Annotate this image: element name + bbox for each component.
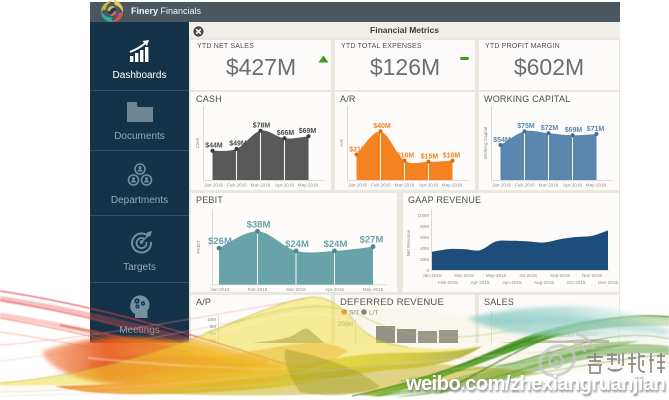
svg-text:$69M: $69M <box>299 128 317 135</box>
svg-text:$66M: $66M <box>277 130 295 137</box>
svg-text:$16M: $16M <box>397 152 415 159</box>
svg-text:Mar-2016: Mar-2016 <box>251 183 271 188</box>
svg-text:40M: 40M <box>420 246 429 251</box>
svg-text:Mar-2016: Mar-2016 <box>539 183 559 188</box>
svg-text:10M: 10M <box>207 317 216 322</box>
svg-text:$75M: $75M <box>517 123 535 130</box>
svg-text:$49M: $49M <box>229 141 247 148</box>
svg-text:$54M: $54M <box>493 137 511 144</box>
svg-text:May-2016: May-2016 <box>586 183 607 188</box>
svg-text:Jan-2016: Jan-2016 <box>204 183 224 188</box>
svg-text:Feb-2016: Feb-2016 <box>248 287 268 292</box>
svg-text:$21M: $21M <box>349 146 367 153</box>
svg-text:$27M: $27M <box>360 235 384 246</box>
svg-text:$15M: $15M <box>421 154 439 161</box>
svg-text:May-2016: May-2016 <box>442 183 463 188</box>
svg-text:$24M: $24M <box>285 239 309 250</box>
svg-text:Cash: Cash <box>195 137 200 148</box>
svg-text:Apr-2016: Apr-2016 <box>419 183 438 188</box>
svg-text:80M: 80M <box>420 224 429 229</box>
svg-text:Nov-2015: Nov-2015 <box>582 273 602 278</box>
svg-text:$38M: $38M <box>247 219 271 230</box>
svg-text:Mar-2016: Mar-2016 <box>286 287 306 292</box>
svg-text:Jan-2016: Jan-2016 <box>492 183 512 188</box>
svg-text:Jan-2015: Jan-2015 <box>422 273 442 278</box>
svg-text:20M: 20M <box>420 257 429 262</box>
svg-text:Feb-2015: Feb-2015 <box>438 280 458 285</box>
svg-text:$26M: $26M <box>208 236 232 247</box>
svg-text:$69M: $69M <box>565 127 583 134</box>
svg-text:Aug-2015: Aug-2015 <box>534 280 554 285</box>
svg-text:Feb-2016: Feb-2016 <box>371 183 391 188</box>
svg-text:Jun-2015: Jun-2015 <box>502 280 522 285</box>
svg-text:$16M: $16M <box>443 152 461 159</box>
svg-text:Dec-2015: Dec-2015 <box>598 280 618 285</box>
svg-text:May-2016: May-2016 <box>363 287 384 292</box>
svg-text:Feb-2016: Feb-2016 <box>515 183 535 188</box>
svg-text:May-2016: May-2016 <box>298 183 319 188</box>
svg-text:Jan-2016: Jan-2016 <box>210 287 230 292</box>
svg-text:Net Revenue: Net Revenue <box>406 229 411 256</box>
svg-text:0: 0 <box>426 268 429 273</box>
svg-text:May-2015: May-2015 <box>486 273 507 278</box>
svg-text:Apr-2016: Apr-2016 <box>325 287 344 292</box>
svg-text:PEBIT: PEBIT <box>196 240 201 253</box>
svg-text:60M: 60M <box>420 235 429 240</box>
svg-text:Feb-2016: Feb-2016 <box>227 183 247 188</box>
svg-text:Sep-2015: Sep-2015 <box>550 273 570 278</box>
svg-text:$71M: $71M <box>587 126 605 133</box>
svg-text:100M: 100M <box>418 213 430 218</box>
svg-text:$24M: $24M <box>324 239 348 250</box>
svg-text:$78M: $78M <box>253 123 271 130</box>
svg-text:$72M: $72M <box>541 125 559 132</box>
svg-text:Mar-2016: Mar-2016 <box>395 183 415 188</box>
svg-text:Jul-2015: Jul-2015 <box>519 273 537 278</box>
svg-text:Apr-2016: Apr-2016 <box>275 183 294 188</box>
svg-text:Mar-2015: Mar-2015 <box>454 273 474 278</box>
svg-text:Working Capital: Working Capital <box>483 127 488 159</box>
svg-text:$40M: $40M <box>373 123 391 130</box>
svg-text:A/R: A/R <box>339 138 344 146</box>
svg-text:$44M: $44M <box>205 143 223 150</box>
svg-text:Oct-2015: Oct-2015 <box>567 280 586 285</box>
svg-text:Apr-2015: Apr-2015 <box>471 280 490 285</box>
svg-text:Apr-2016: Apr-2016 <box>563 183 582 188</box>
svg-text:Jan-2016: Jan-2016 <box>348 183 368 188</box>
